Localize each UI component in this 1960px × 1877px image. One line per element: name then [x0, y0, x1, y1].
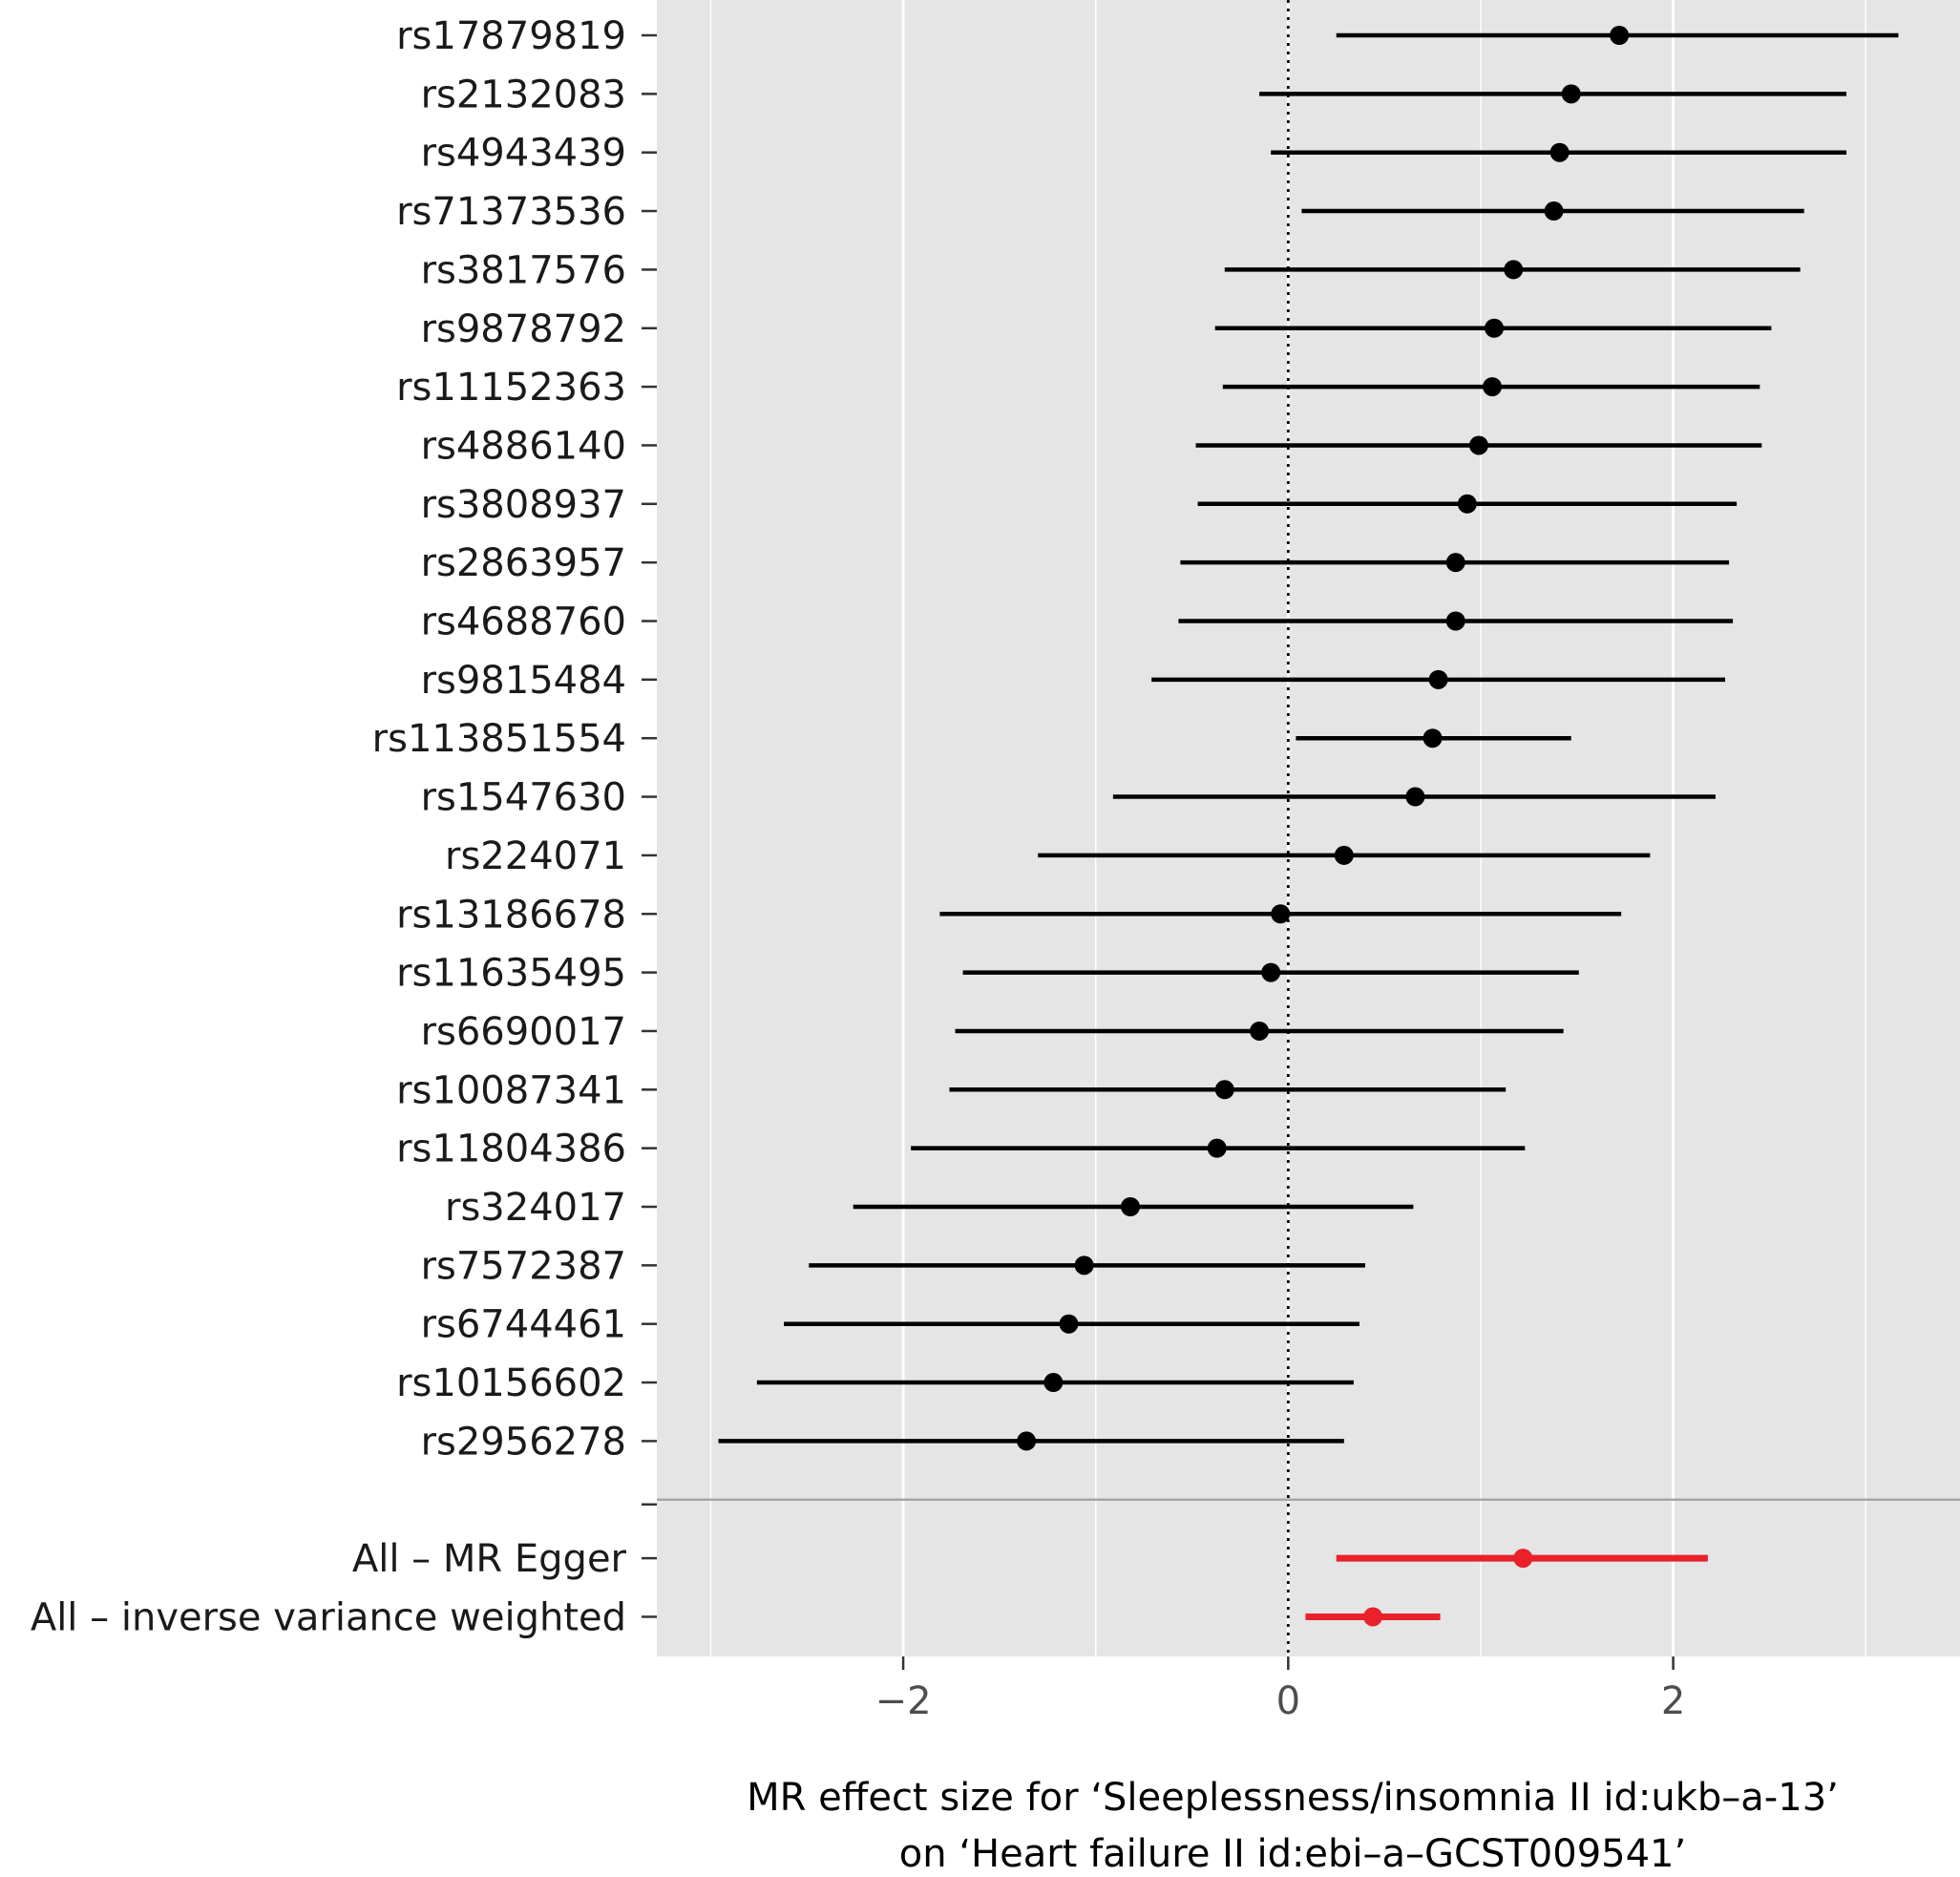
- snp-point: [1504, 260, 1524, 280]
- x-axis-title-line-1: MR effect size for ‘Sleeplessness/insomn…: [747, 1776, 1839, 1820]
- snp-label: rs10087341: [396, 1068, 626, 1112]
- snp-point: [1468, 435, 1488, 455]
- snp-point: [1457, 494, 1477, 514]
- snp-label: rs11635495: [396, 952, 626, 996]
- snp-label: rs3817576: [421, 248, 626, 292]
- snp-point: [1405, 787, 1425, 807]
- snp-point: [1549, 142, 1570, 162]
- snp-point: [1423, 728, 1443, 749]
- snp-label: rs10156602: [396, 1361, 626, 1405]
- x-axis: −2 0 2: [875, 1656, 1685, 1723]
- snp-point: [1250, 1021, 1270, 1041]
- x-axis-title-line-2: on ‘Heart failure II id:ebi–a–GCST009541…: [899, 1832, 1686, 1876]
- plot-panel: [657, 0, 1960, 1656]
- snp-point: [1261, 962, 1281, 982]
- snp-label: rs2132083: [421, 73, 626, 116]
- snp-label: rs4688760: [421, 601, 626, 644]
- snp-point: [1445, 611, 1465, 631]
- snp-point: [1483, 377, 1503, 397]
- snp-point: [1271, 904, 1291, 924]
- summary-label: All – inverse variance weighted: [31, 1595, 626, 1639]
- snp-label: rs6690017: [421, 1010, 626, 1054]
- snp-label: rs4943439: [421, 132, 626, 176]
- snp-label: rs7572387: [421, 1244, 626, 1288]
- snp-label: rs2863957: [421, 541, 626, 585]
- snp-label: rs17879819: [396, 14, 626, 58]
- snp-point: [1610, 26, 1630, 45]
- estimates: [718, 26, 1899, 1627]
- x-tick-label: 0: [1276, 1679, 1300, 1723]
- snp-point: [1485, 318, 1505, 338]
- x-tick-label: −2: [875, 1679, 932, 1723]
- summary-point: [1513, 1549, 1533, 1569]
- snp-point: [1059, 1314, 1079, 1334]
- snp-label: rs13186678: [396, 893, 626, 937]
- snp-label: rs11804386: [396, 1128, 626, 1171]
- snp-label: rs4886140: [421, 424, 626, 468]
- snp-label: rs324017: [445, 1186, 626, 1230]
- snp-point: [1017, 1431, 1037, 1451]
- snp-label: rs3808937: [421, 483, 626, 527]
- snp-point: [1214, 1080, 1234, 1100]
- snp-label: rs6744461: [421, 1303, 626, 1347]
- snp-point: [1334, 845, 1354, 865]
- x-tick-label: 2: [1661, 1679, 1685, 1723]
- snp-label: rs9815484: [421, 659, 626, 703]
- summary-label: All – MR Egger: [352, 1537, 627, 1581]
- snp-label: rs9878792: [421, 307, 626, 351]
- snp-point: [1120, 1197, 1140, 1216]
- snp-label: rs71373536: [396, 190, 626, 234]
- snp-label: rs113851554: [372, 717, 626, 761]
- snp-point: [1544, 201, 1564, 221]
- snp-label: rs11152363: [396, 366, 626, 410]
- snp-label: rs2956278: [421, 1420, 626, 1464]
- summary-point: [1363, 1607, 1383, 1627]
- snp-point: [1561, 84, 1581, 104]
- snp-point: [1207, 1138, 1227, 1158]
- y-axis: rs17879819 rs2132083 rs4943439 rs71373536 rs…: [31, 14, 657, 1639]
- snp-label: rs224071: [445, 834, 626, 878]
- snp-label: rs1547630: [421, 776, 626, 820]
- snp-point: [1428, 669, 1448, 689]
- snp-point: [1074, 1255, 1094, 1276]
- snp-point: [1043, 1373, 1064, 1393]
- snp-point: [1445, 553, 1465, 573]
